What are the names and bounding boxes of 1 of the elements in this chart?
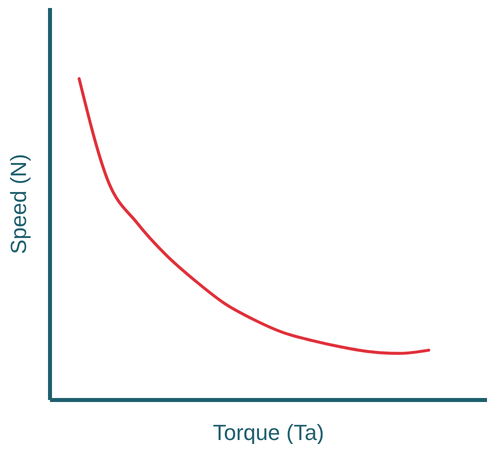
y-axis-title: Speed (N)	[6, 154, 31, 254]
